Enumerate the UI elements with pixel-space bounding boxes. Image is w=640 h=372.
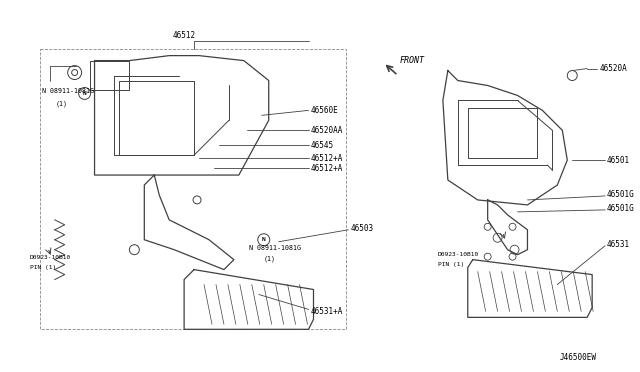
Text: N 08911-1081G: N 08911-1081G xyxy=(42,89,94,94)
Text: 46501G: 46501G xyxy=(607,204,635,214)
Text: 46520A: 46520A xyxy=(599,64,627,73)
Text: N: N xyxy=(83,91,86,96)
Text: N 08911-1081G: N 08911-1081G xyxy=(249,245,301,251)
Text: 46501: 46501 xyxy=(607,155,630,165)
Text: (1): (1) xyxy=(264,256,276,262)
Text: 46545: 46545 xyxy=(310,141,333,150)
Text: 46501G: 46501G xyxy=(607,190,635,199)
Text: 46531+A: 46531+A xyxy=(310,307,343,316)
Text: J46500EW: J46500EW xyxy=(560,353,597,362)
Text: 46512+A: 46512+A xyxy=(310,154,343,163)
Text: PIN (1): PIN (1) xyxy=(30,265,56,270)
Text: 46512: 46512 xyxy=(173,31,196,40)
Text: 46560E: 46560E xyxy=(310,106,339,115)
Text: D0923-10B10: D0923-10B10 xyxy=(438,252,479,257)
Text: 46512+A: 46512+A xyxy=(310,164,343,173)
Text: PIN (1): PIN (1) xyxy=(438,262,464,267)
Text: 46503: 46503 xyxy=(350,224,374,233)
Text: 46531: 46531 xyxy=(607,240,630,249)
Text: N: N xyxy=(262,237,266,242)
Text: FRONT: FRONT xyxy=(400,56,425,65)
Text: 46520AA: 46520AA xyxy=(310,126,343,135)
Text: D0923-10B10: D0923-10B10 xyxy=(30,255,71,260)
Text: (1): (1) xyxy=(56,100,68,107)
